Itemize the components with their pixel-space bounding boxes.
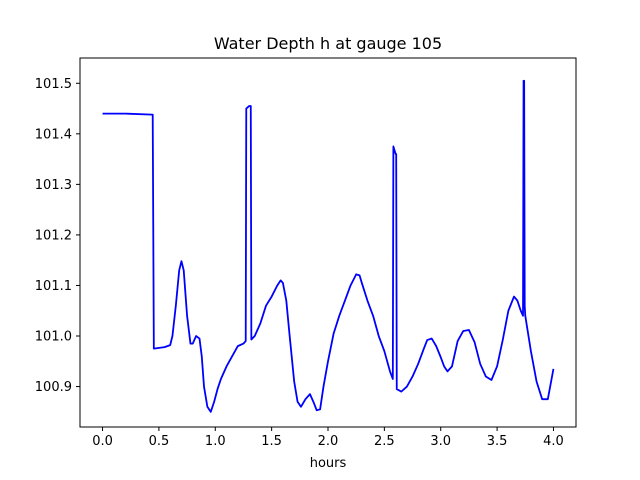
y-tick-label: 100.9 <box>35 380 72 395</box>
y-tick-label: 101.5 <box>35 77 72 92</box>
y-axis-ticks: 100.9 101.0 101.1 101.2 101.3 101.4 101.5 <box>35 77 80 395</box>
x-tick-label: 4.0 <box>543 434 564 449</box>
plot-frame <box>79 57 577 428</box>
x-tick-label: 2.5 <box>374 434 395 449</box>
series-layer <box>102 79 555 413</box>
y-tick-label: 101.1 <box>35 279 72 294</box>
chart-title: Water Depth h at gauge 105 <box>214 34 442 53</box>
x-axis-label: hours <box>310 456 347 471</box>
y-tick-label: 101.4 <box>35 127 72 142</box>
y-tick-label: 101.0 <box>35 330 72 345</box>
x-tick-label: 3.0 <box>430 434 451 449</box>
plot-area <box>80 58 576 427</box>
y-tick-label: 101.3 <box>35 178 72 193</box>
x-tick-label: 0.0 <box>92 434 113 449</box>
series-line-1 <box>102 79 555 413</box>
y-tick-label: 101.2 <box>35 228 72 243</box>
x-tick-label: 0.5 <box>149 434 170 449</box>
x-tick-label: 1.0 <box>205 434 226 449</box>
x-tick-label: 2.0 <box>318 434 339 449</box>
x-tick-label: 1.5 <box>261 434 282 449</box>
x-axis-ticks: 0.0 0.5 1.0 1.5 2.0 2.5 3.0 3.5 4.0 <box>92 427 564 449</box>
x-tick-label: 3.5 <box>487 434 508 449</box>
